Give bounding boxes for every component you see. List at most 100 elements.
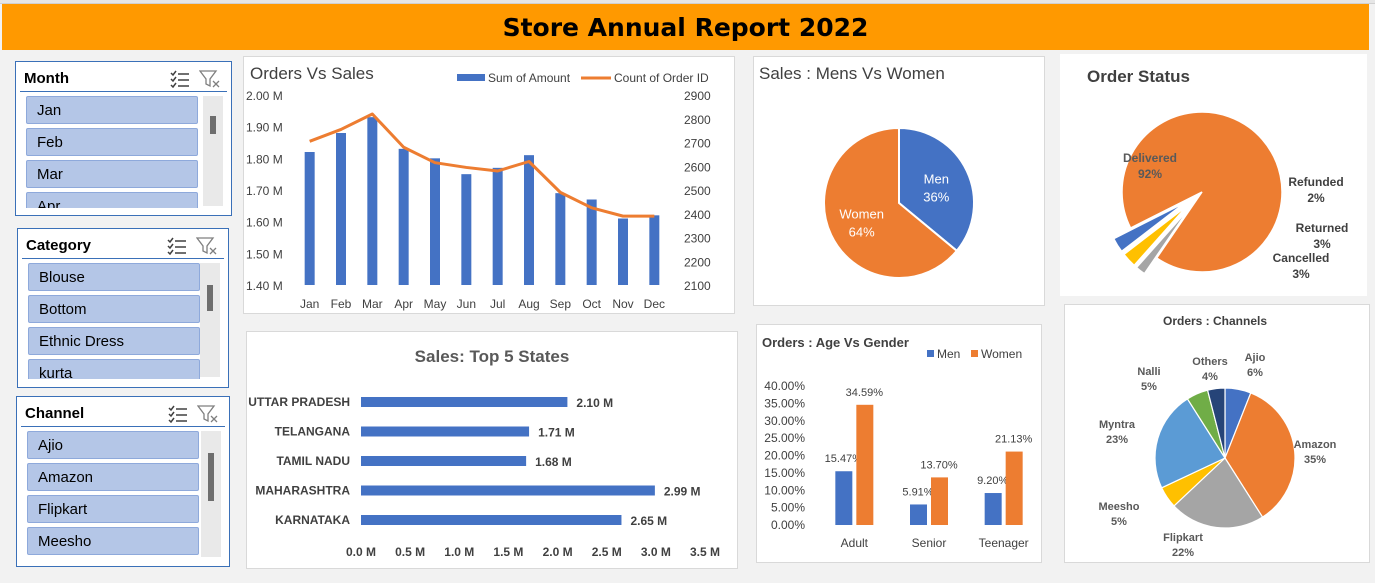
slicer-item[interactable]: Ethnic Dress (28, 327, 200, 355)
pie-slice (823, 126, 959, 279)
slicer-category-header: Category (22, 233, 224, 259)
x-tick-label: 3.0 M (641, 545, 671, 559)
slicer-item[interactable]: Blouse (28, 263, 200, 291)
pie-slice (1206, 387, 1226, 459)
slicer-channel-items: Ajio Amazon Flipkart Meesho (27, 431, 199, 559)
multi-select-icon[interactable] (164, 235, 190, 257)
slice-label: Men (924, 171, 949, 186)
y-left-tick-label: 1.80 M (246, 152, 283, 166)
bar (361, 426, 530, 437)
chart-title: Sales: Top 5 States (415, 347, 570, 366)
x-tick-label: Oct (582, 297, 601, 311)
slice-percent: 23% (1106, 434, 1128, 446)
x-tick-label: Aug (518, 297, 539, 311)
chart-order-status[interactable]: Order Status Delivered 92% Refunded 2% Return… (1060, 54, 1367, 296)
scrollbar-thumb[interactable] (208, 453, 214, 501)
slicer-item[interactable]: Flipkart (27, 495, 199, 523)
chart-channels[interactable]: Orders : Channels Ajio 6% Amazon 35% Flipkart… (1064, 304, 1370, 563)
slicer-item[interactable]: Jan (26, 96, 198, 124)
legend-swatch (971, 350, 978, 357)
bar (835, 471, 853, 525)
x-tick-label: Adult (841, 536, 869, 550)
slicer-scrollbar[interactable] (201, 431, 221, 557)
slice-percent: 3% (1292, 267, 1310, 281)
bar (336, 133, 346, 285)
bar (461, 174, 472, 285)
scrollbar-thumb[interactable] (210, 116, 216, 134)
bar (931, 477, 948, 525)
slicer-scrollbar[interactable] (203, 96, 223, 206)
slicer-channel-header: Channel (21, 401, 225, 427)
slicer-item[interactable]: Mar (26, 160, 198, 188)
pie-slice (1135, 207, 1191, 275)
slicer-item[interactable]: Apr (26, 192, 198, 208)
slicer-item[interactable]: Bottom (28, 295, 200, 323)
x-tick-label: 1.5 M (493, 545, 523, 559)
y-tick-label: UTTAR PRADESH (248, 395, 350, 409)
slicer-scrollbar[interactable] (200, 263, 220, 377)
slicer-category-items: Blouse Bottom Ethnic Dress kurta (28, 263, 200, 379)
scrollbar-thumb[interactable] (207, 285, 213, 311)
chart-title: Orders Vs Sales (250, 64, 374, 83)
y-tick-label: 25.00% (764, 431, 805, 445)
pie-slice (1154, 398, 1226, 489)
x-tick-label: 1.0 M (444, 545, 474, 559)
slice-label: Nalli (1137, 366, 1160, 378)
data-label: 1.68 M (535, 455, 572, 469)
multi-select-icon[interactable] (167, 68, 193, 90)
slice-label: Returned (1296, 221, 1349, 235)
y-tick-label: 0.00% (771, 518, 805, 532)
slice-label: Delivered (1123, 151, 1177, 165)
x-tick-label: 3.5 M (690, 545, 720, 559)
y-right-tick-label: 2900 (684, 89, 711, 103)
bar (492, 167, 503, 285)
slice-percent: 6% (1247, 367, 1263, 379)
multi-select-icon[interactable] (165, 403, 191, 425)
chart-top5-states[interactable]: Sales: Top 5 States UTTAR PRADESH 2.10 M TE… (246, 331, 738, 569)
slicer-item[interactable]: Ajio (27, 431, 199, 459)
chart-mens-vs-women[interactable]: Sales : Mens Vs Women Men 36% Women 64% (753, 56, 1045, 306)
x-tick-label: Apr (394, 297, 413, 311)
x-tick-label: Jul (490, 297, 505, 311)
slicer-channel[interactable]: Channel Ajio Amazon Flipkart Meesho (16, 396, 230, 567)
data-label: 5.91% (902, 486, 933, 498)
legend-label: Men (937, 347, 960, 361)
clear-filter-icon[interactable] (197, 68, 223, 90)
slicer-channel-title: Channel (25, 405, 85, 422)
legend-swatch (457, 74, 485, 81)
data-label: 34.59% (846, 387, 884, 399)
y-left-tick-label: 1.60 M (246, 216, 283, 230)
legend-label: Sum of Amount (488, 71, 571, 85)
chart-orders-vs-sales[interactable]: Orders Vs Sales Sum of Amount Count of Ord… (243, 56, 735, 314)
y-left-tick-label: 1.50 M (246, 247, 283, 261)
y-tick-label: 10.00% (764, 483, 805, 497)
slicer-category[interactable]: Category Blouse Bottom Ethnic Dress kurt… (17, 228, 229, 388)
report-banner: Store Annual Report 2022 (2, 4, 1369, 50)
slicer-item[interactable]: kurta (28, 359, 200, 379)
slice-percent: 36% (923, 189, 949, 204)
y-right-tick-label: 2400 (684, 208, 711, 222)
x-tick-label: 0.0 M (346, 545, 376, 559)
y-tick-label: 20.00% (764, 449, 805, 463)
slice-percent: 22% (1172, 547, 1194, 559)
slicer-item[interactable]: Feb (26, 128, 198, 156)
slicer-item[interactable]: Amazon (27, 463, 199, 491)
data-label: 2.10 M (576, 396, 613, 410)
bar (430, 158, 440, 285)
chart-title: Orders : Channels (1163, 314, 1267, 328)
y-left-tick-label: 1.70 M (246, 184, 283, 198)
y-tick-label: 35.00% (764, 396, 805, 410)
bar (1005, 451, 1023, 525)
pie-slice (1224, 392, 1296, 518)
chart-age-vs-gender[interactable]: Orders : Age Vs Gender Men Women 0.00% 5.00%… (756, 324, 1042, 563)
pie-slice (1121, 111, 1283, 273)
slicer-month[interactable]: Month Jan Feb Mar Apr (15, 61, 232, 216)
slicer-item[interactable]: Meesho (27, 527, 199, 555)
clear-filter-icon[interactable] (195, 403, 221, 425)
x-tick-label: Teenager (979, 536, 1029, 550)
bar (649, 215, 660, 285)
data-label: 21.13% (995, 434, 1033, 446)
slice-label: Amazon (1294, 439, 1337, 451)
clear-filter-icon[interactable] (194, 235, 220, 257)
x-tick-label: 2.5 M (592, 545, 622, 559)
